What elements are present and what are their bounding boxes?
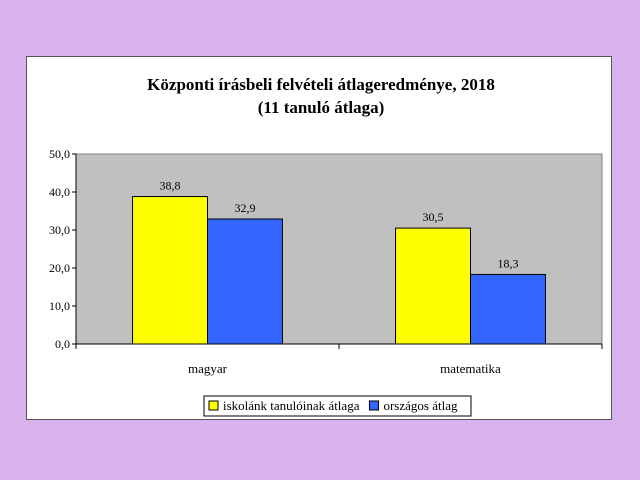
chart-title-line-2: (11 tanuló átlaga) xyxy=(258,98,385,117)
legend: iskolánk tanulóinak átlaga országos átlag xyxy=(203,395,472,417)
data-label: 32,9 xyxy=(234,201,255,215)
x-category-label: magyar xyxy=(188,361,228,376)
legend-entry: iskolánk tanulóinak átlaga xyxy=(223,398,360,413)
y-tick-label: 10,0 xyxy=(49,299,70,313)
x-category-label: matematika xyxy=(440,361,501,376)
data-label: 38,8 xyxy=(160,179,181,193)
chart-title: Központi írásbeli felvételi átlageredmén… xyxy=(147,75,495,117)
legend-box xyxy=(203,395,472,417)
bar xyxy=(470,273,546,345)
bar xyxy=(395,227,472,345)
y-tick-label: 40,0 xyxy=(49,185,70,199)
legend-swatch xyxy=(208,400,219,411)
x-axis: magyar matematika xyxy=(75,343,603,376)
bar-chart: Központi írásbeli felvételi átlageredmén… xyxy=(49,75,603,417)
legend-entry: országos átlag xyxy=(383,398,458,413)
bars: 38,8 32,9 30,5 18,3 xyxy=(132,179,546,345)
chart-title-line-1: Központi írásbeli felvételi átlageredmén… xyxy=(147,75,495,94)
y-axis: 0,0 10,0 20,0 30,0 40,0 50,0 xyxy=(49,147,77,351)
bar xyxy=(132,196,208,345)
data-label: 30,5 xyxy=(423,210,444,224)
chart-frame: Központi írásbeli felvételi átlageredmén… xyxy=(26,56,612,420)
y-tick-label: 20,0 xyxy=(49,261,70,275)
y-tick-label: 0,0 xyxy=(55,337,70,351)
y-tick-label: 30,0 xyxy=(49,223,70,237)
y-tick-label: 50,0 xyxy=(49,147,70,161)
bar xyxy=(207,218,283,345)
data-label: 18,3 xyxy=(497,256,518,270)
legend-swatch xyxy=(368,400,379,411)
